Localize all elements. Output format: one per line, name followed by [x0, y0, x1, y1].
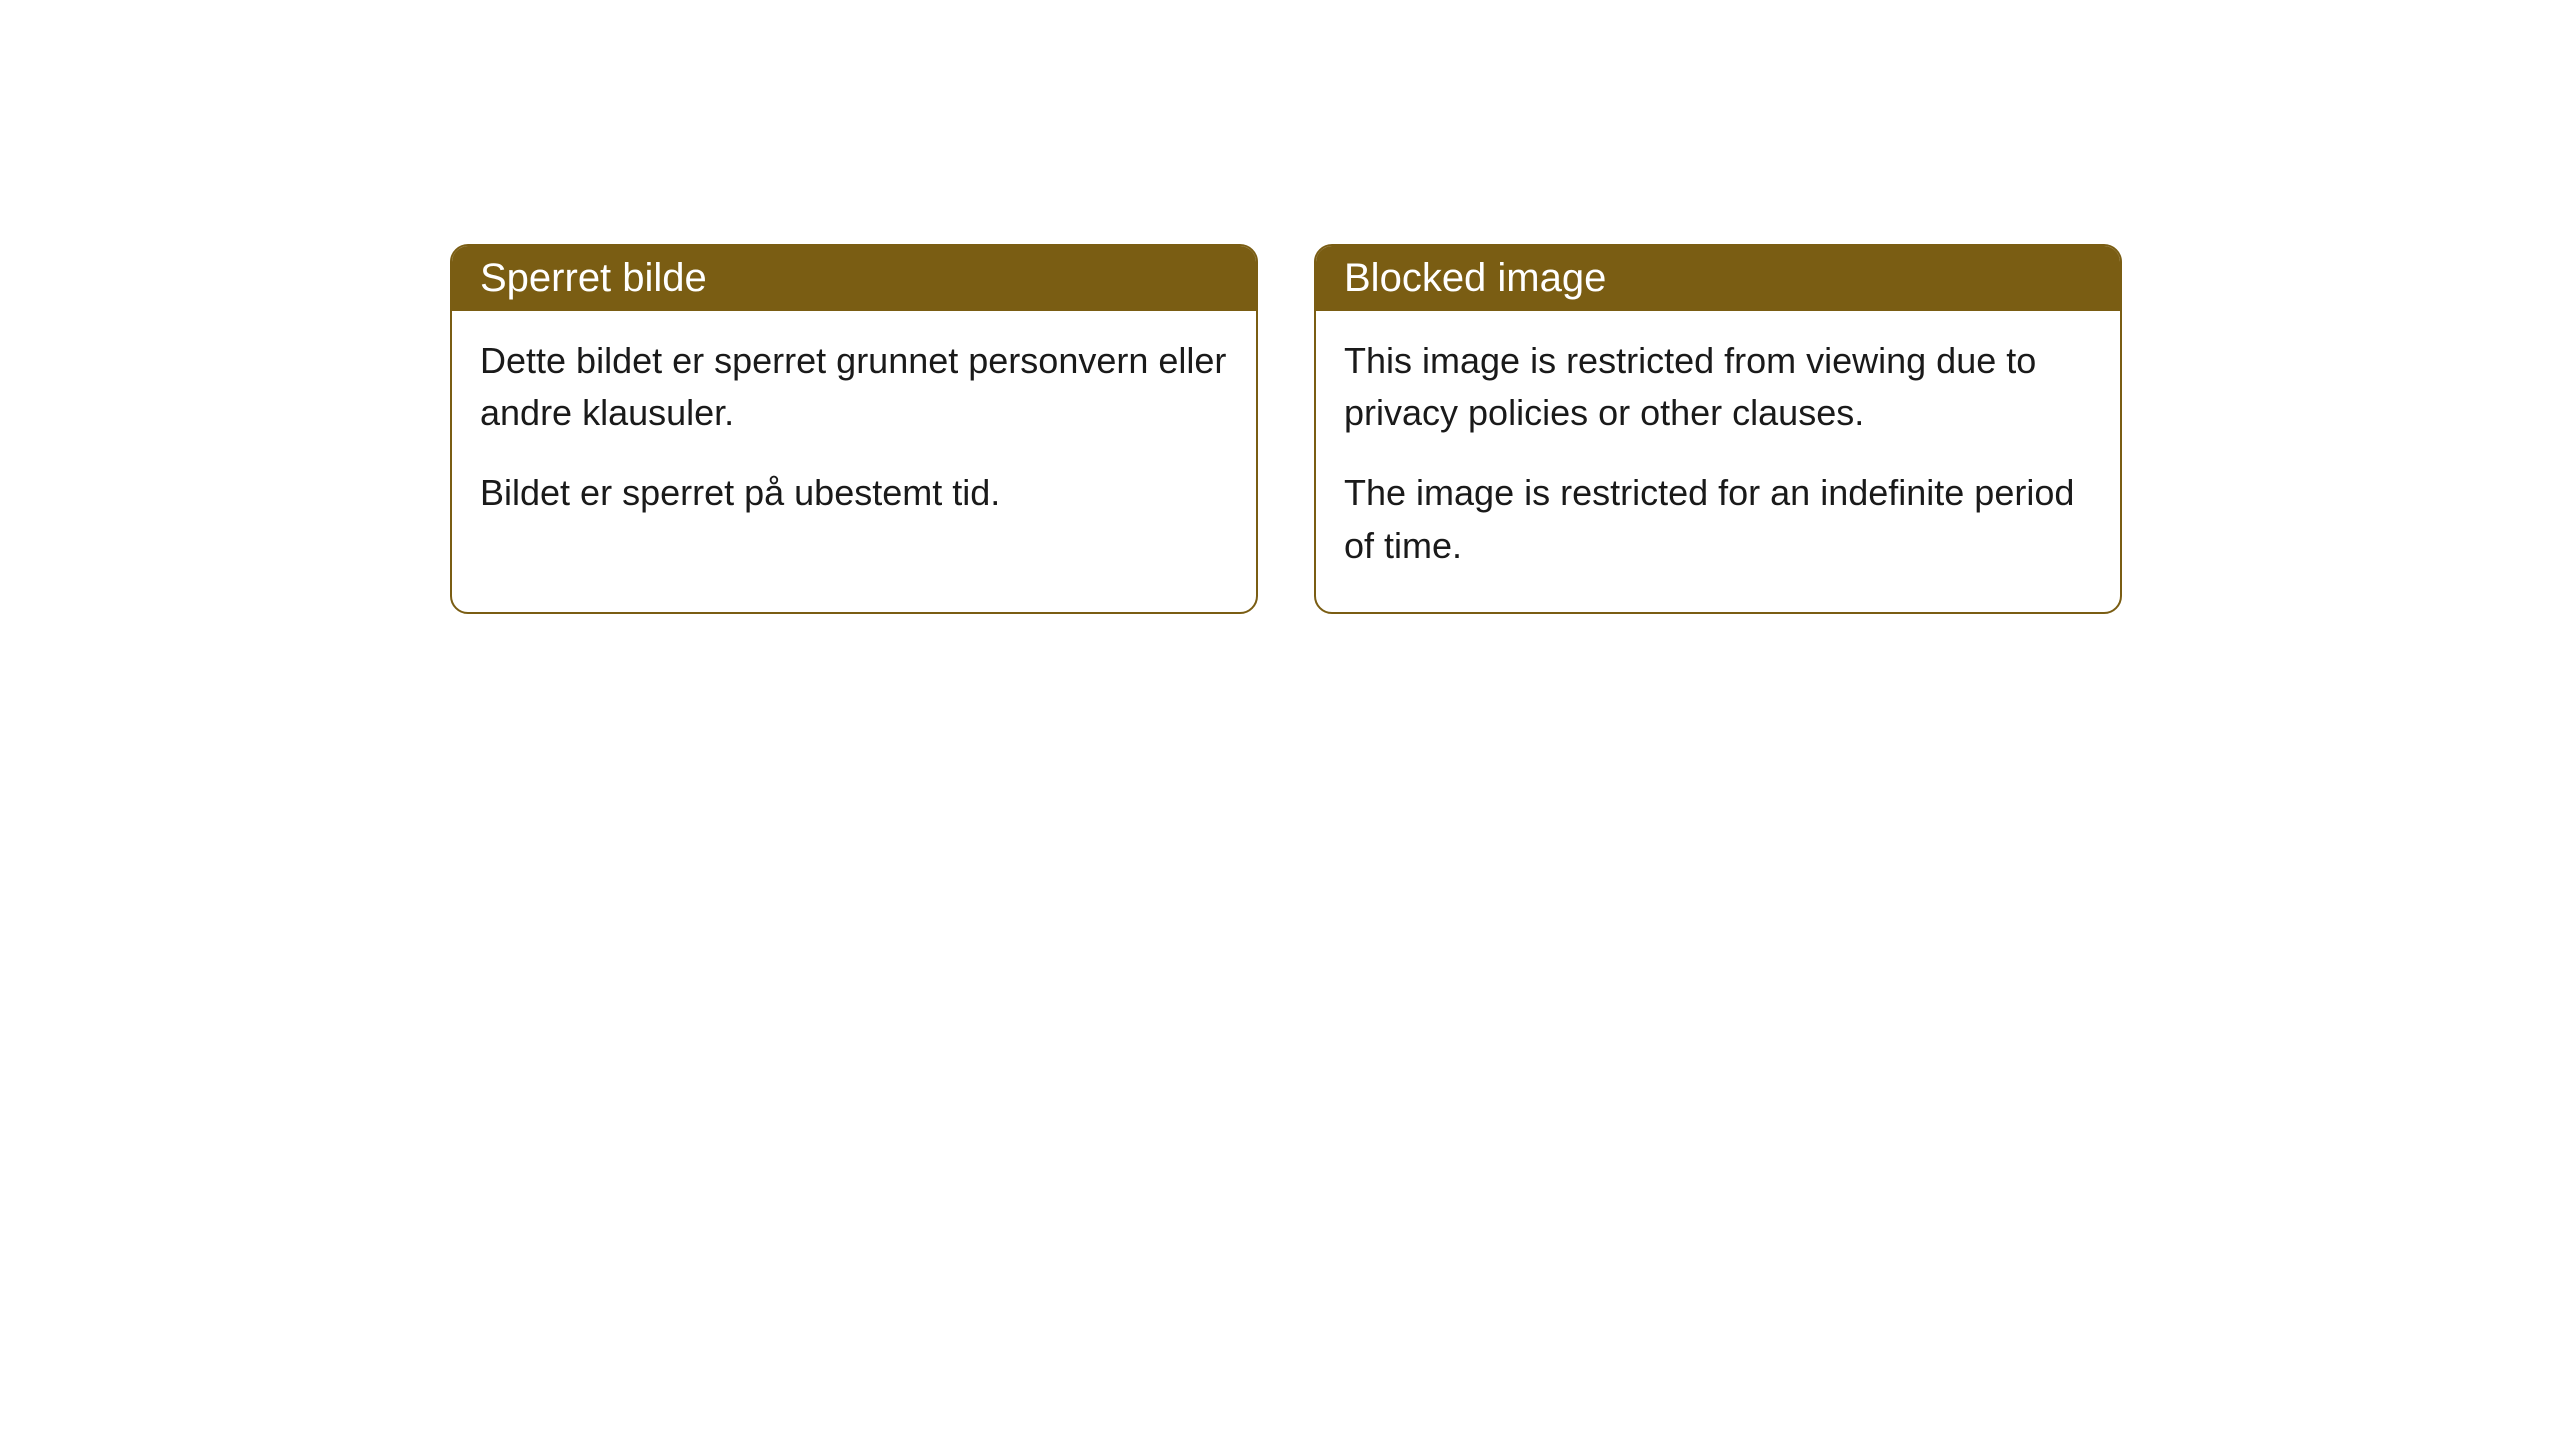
card-paragraph-1-no: Dette bildet er sperret grunnet personve… [480, 335, 1228, 439]
cards-container: Sperret bilde Dette bildet er sperret gr… [450, 244, 2122, 614]
blocked-image-card-no: Sperret bilde Dette bildet er sperret gr… [450, 244, 1258, 614]
card-paragraph-2-en: The image is restricted for an indefinit… [1344, 467, 2092, 571]
blocked-image-card-en: Blocked image This image is restricted f… [1314, 244, 2122, 614]
card-body-en: This image is restricted from viewing du… [1316, 311, 2120, 612]
card-paragraph-2-no: Bildet er sperret på ubestemt tid. [480, 467, 1228, 519]
card-title-en: Blocked image [1316, 246, 2120, 311]
card-title-no: Sperret bilde [452, 246, 1256, 311]
card-paragraph-1-en: This image is restricted from viewing du… [1344, 335, 2092, 439]
card-body-no: Dette bildet er sperret grunnet personve… [452, 311, 1256, 560]
